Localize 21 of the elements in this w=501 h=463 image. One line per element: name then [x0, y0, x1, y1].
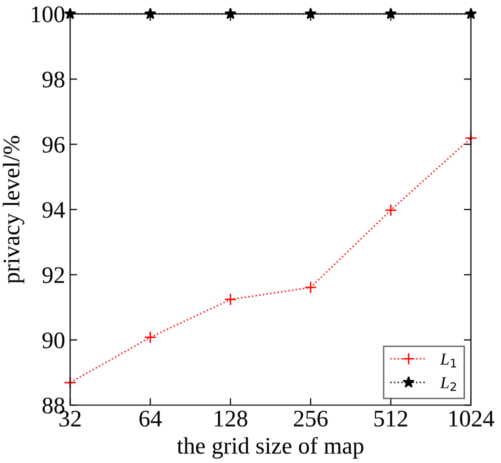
y-axis-title: privacy level/% [2, 136, 24, 284]
x-tick-label: 512 [374, 410, 408, 427]
point [464, 132, 478, 144]
y-tick-label: 90 [42, 332, 64, 348]
point [384, 204, 398, 216]
legend-label: L$_{2}$ [440, 377, 456, 391]
x-tick-label: 64 [140, 410, 162, 427]
y-tick-label: 100 [32, 6, 64, 22]
x-tick-label: 128 [214, 410, 248, 427]
y-tick-label: 94 [42, 202, 65, 218]
x-tick-label: 256 [294, 410, 328, 427]
legend-label: L$_{1}$ [440, 354, 456, 368]
point [224, 293, 237, 306]
x-tick-label: 1024 [449, 410, 494, 427]
y-tick-label: 92 [42, 267, 64, 284]
y-tick-label: 98 [42, 72, 64, 88]
point [304, 281, 317, 294]
y-tick-label: 96 [42, 136, 65, 153]
x-axis-title: the grid size of map [177, 436, 364, 459]
point [64, 376, 76, 389]
point [144, 331, 157, 344]
